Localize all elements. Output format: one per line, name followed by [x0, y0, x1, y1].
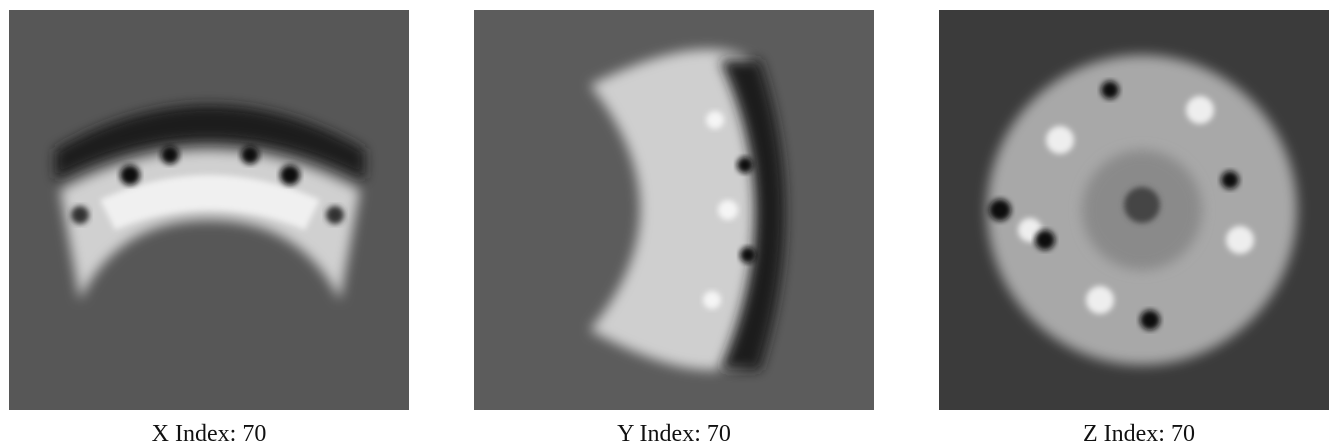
- page: {"panels": [{"caption": "X Index: 70"}, …: [0, 0, 1329, 445]
- x-slice-image: [9, 10, 409, 410]
- caption: X Index: 70: [152, 421, 267, 445]
- z-slice-image: [939, 10, 1329, 410]
- y-slice-image: [474, 10, 874, 410]
- caption: Y Index: 70: [617, 421, 731, 445]
- figure: X Index: 70 Y Index: 70 Z Index: 70: [0, 0, 1329, 445]
- caption: Z Index: 70: [1083, 421, 1195, 445]
